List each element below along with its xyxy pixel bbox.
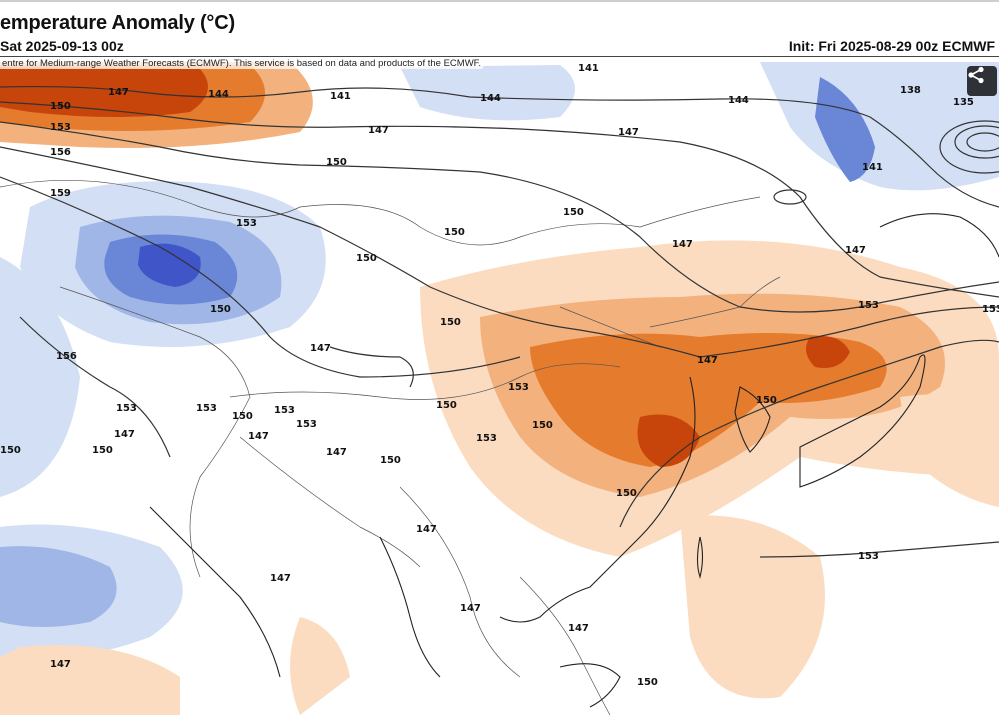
contour-label: 141 [578, 63, 599, 74]
contour-label: 147 [114, 429, 135, 440]
contour-label: 147 [618, 127, 639, 138]
contour-label: 153 [858, 300, 879, 311]
contour-labels: 147 144 141 141 144 144 138 135 150 153 … [0, 63, 999, 688]
contour-label: 150 [616, 488, 637, 499]
map-title: emperature Anomaly (°C) [0, 12, 235, 34]
contour-label: 147 [416, 524, 437, 535]
top-rule [0, 0, 999, 2]
contour-label: 150 [532, 420, 553, 431]
height-contours [0, 85, 999, 558]
contour-label: 144 [208, 89, 229, 100]
map-canvas: 147 144 141 141 144 144 138 135 150 153 … [0, 62, 999, 715]
contour-label: 150 [637, 677, 658, 688]
contour-label: 156 [56, 351, 77, 362]
init-time: Init: Fri 2025-08-29 00z ECMWF [788, 38, 995, 54]
contour-label: 147 [310, 343, 331, 354]
contour-label: 150 [440, 317, 461, 328]
contour-label: 150 [756, 395, 777, 406]
contour-label: 150 [326, 157, 347, 168]
contour-label: 150 [380, 455, 401, 466]
contour-label: 150 [563, 207, 584, 218]
contour-label: 141 [862, 162, 883, 173]
contour-label: 153 [476, 433, 497, 444]
contour-label: 150 [210, 304, 231, 315]
map-borders [0, 179, 781, 715]
valid-time: Sat 2025-09-13 00z [0, 38, 124, 54]
contour-label: 144 [480, 93, 501, 104]
contour-label: 135 [953, 97, 974, 108]
contour-label: 153 [50, 122, 71, 133]
share-icon [968, 66, 984, 84]
contour-label: 144 [728, 95, 749, 106]
anomaly-shading [0, 62, 999, 715]
contour-label: 153 [508, 382, 529, 393]
contour-label: 153 [236, 218, 257, 229]
contour-label: 147 [460, 603, 481, 614]
contour-label: 153 [274, 405, 295, 416]
contour-label: 141 [330, 91, 351, 102]
share-button[interactable] [967, 66, 997, 96]
data-credit: entre for Medium-range Weather Forecasts… [0, 58, 484, 69]
contour-label: 159 [50, 188, 71, 199]
contour-label: 153 [116, 403, 137, 414]
contour-label: 147 [368, 125, 389, 136]
contour-label: 147 [270, 573, 291, 584]
contour-label: 150 [436, 400, 457, 411]
contour-label: 153 [296, 419, 317, 430]
contour-label: 153 [858, 551, 879, 562]
contour-label: 150 [444, 227, 465, 238]
contour-label: 153 [982, 304, 999, 315]
coastlines [149, 213, 999, 708]
contour-label: 147 [50, 659, 71, 670]
contour-label: 147 [697, 355, 718, 366]
contour-label: 147 [845, 245, 866, 256]
contour-label: 147 [248, 431, 269, 442]
contour-label: 147 [568, 623, 589, 634]
contour-label: 147 [326, 447, 347, 458]
contour-label: 150 [92, 445, 113, 456]
contour-label: 150 [232, 411, 253, 422]
contour-label: 150 [50, 101, 71, 112]
contour-label: 156 [50, 147, 71, 158]
contour-label: 153 [196, 403, 217, 414]
contour-label: 150 [0, 445, 21, 456]
contour-label: 147 [108, 87, 129, 98]
contour-label: 138 [900, 85, 921, 96]
contour-label: 147 [672, 239, 693, 250]
contour-label: 150 [356, 253, 377, 264]
forecast-map[interactable]: 147 144 141 141 144 144 138 135 150 153 … [0, 56, 999, 715]
